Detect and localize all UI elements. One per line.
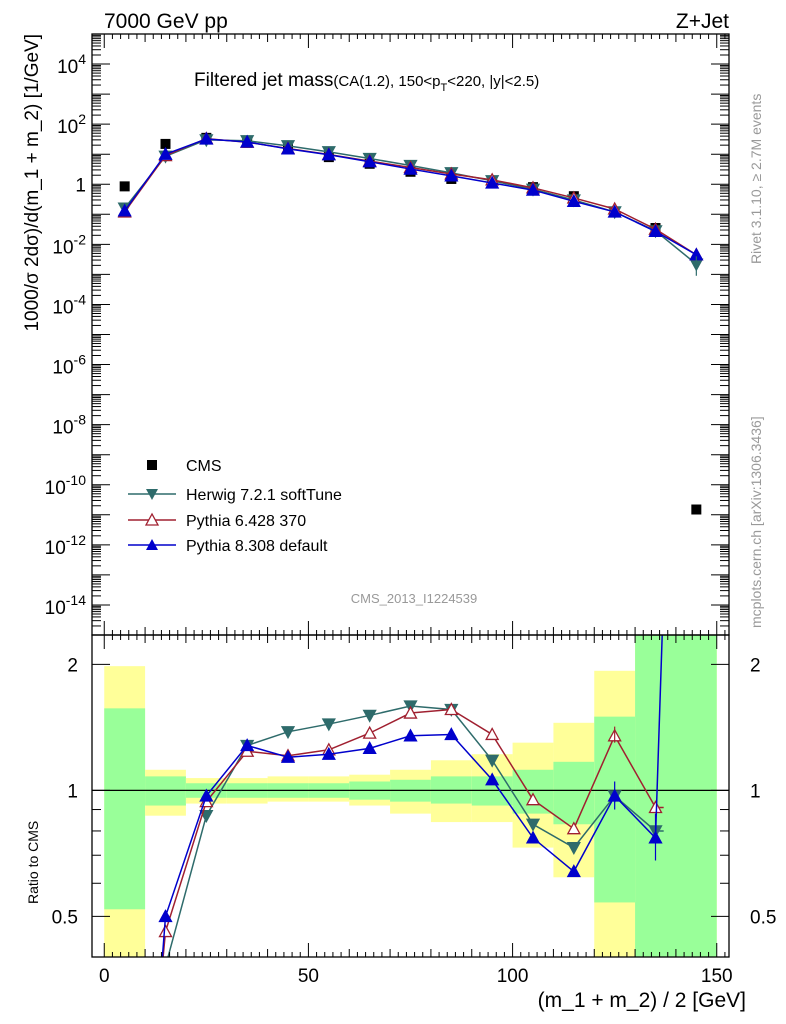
y-tick-label: 1 xyxy=(75,175,86,196)
series-marker-pythia8 xyxy=(648,224,663,238)
ratio-marker-pythia8 xyxy=(199,788,214,802)
ratio-marker-pythia6 xyxy=(444,702,459,716)
ratio-marker-pythia8 xyxy=(566,864,581,878)
uncertainty-band-inner xyxy=(635,635,717,957)
series-marker-pythia8 xyxy=(566,193,581,207)
ratio-marker-pythia8 xyxy=(158,909,173,923)
ratio-y-tick-label: 0.5 xyxy=(52,907,78,928)
y-axis-label: 1000/σ 2dσ)/d(m_1 + m_2) [1/GeV] xyxy=(22,34,43,332)
y-tick-label: 102 xyxy=(57,111,86,138)
y-tick-label: 104 xyxy=(57,51,86,78)
ratio-marker-pythia8 xyxy=(403,728,418,742)
series-marker-pythia8 xyxy=(525,182,541,196)
ratio-marker-herwig xyxy=(566,841,581,855)
rivet-version-text: Rivet 3.1.10, ≥ 2.7M events xyxy=(748,94,764,264)
series-marker-pythia8 xyxy=(403,161,418,175)
mcplots-source-text: mcplots.cern.ch [arXiv:1306.3436] xyxy=(748,416,764,628)
ratio-marker-pythia6 xyxy=(403,705,418,719)
series-marker-pythia8 xyxy=(158,146,173,160)
ratio-bands xyxy=(92,635,729,957)
header-left: 7000 GeV pp xyxy=(104,10,228,33)
y-tick-label: 10-2 xyxy=(52,231,86,258)
ratio-marker-pythia6 xyxy=(648,800,663,814)
series-marker-pythia8 xyxy=(199,131,214,145)
legend: CMS Herwig 7.2.1 softTune Pythia 6.428 3… xyxy=(128,458,342,555)
legend-marker-herwig xyxy=(146,489,158,500)
ratio-marker-pythia8 xyxy=(362,740,377,754)
ratio-marker-pythia8 xyxy=(321,746,336,760)
ratio-marker-herwig xyxy=(160,961,172,972)
y-tick-label: 10-8 xyxy=(52,412,86,439)
ratio-y-tick-label: 2 xyxy=(67,655,78,676)
cms-data-point xyxy=(160,138,171,149)
y-tick-label: 10-6 xyxy=(52,352,86,379)
plot-title-detail: (CA(1.2), 150<p xyxy=(333,73,440,90)
ratio-marker-pythia8 xyxy=(280,749,296,763)
ratio-marker-pythia8 xyxy=(444,727,459,741)
uncertainty-band-inner xyxy=(104,708,146,910)
series-marker-pythia8 xyxy=(485,175,500,189)
ratio-marker-herwig xyxy=(485,754,500,768)
y-tick-label: 10-10 xyxy=(45,472,87,499)
ratio-marker-herwig xyxy=(362,709,377,723)
ratio-marker-herwig xyxy=(525,818,541,832)
ratio-marker-pythia6 xyxy=(158,924,173,938)
series-marker-pythia8 xyxy=(444,168,459,182)
x-axis-label: (m_1 + m_2) / 2 [GeV] xyxy=(538,989,746,1012)
ratio-y-tick-label-right: 1 xyxy=(750,781,761,802)
ratio-marker-herwig xyxy=(280,726,296,740)
ratio-y-tick-label-right: 2 xyxy=(750,655,761,676)
plot-title-main: Filtered jet mass xyxy=(194,70,333,91)
legend-marker-cms xyxy=(147,460,157,470)
ratio-marker-pythia6 xyxy=(566,821,581,835)
series-marker-pythia8 xyxy=(240,134,255,148)
x-tick-label: 150 xyxy=(701,966,733,987)
analysis-id: CMS_2013_I1224539 xyxy=(351,591,478,606)
series-line-pythia8 xyxy=(124,138,697,256)
ratio-marker-herwig xyxy=(321,718,336,732)
top-panel-series xyxy=(117,131,704,515)
series-marker-pythia8 xyxy=(362,154,377,168)
cms-data-point xyxy=(691,504,702,515)
legend-marker-pythia6 xyxy=(144,512,160,526)
y-tick-label: 10-14 xyxy=(45,592,87,619)
series-marker-pythia8 xyxy=(607,204,622,218)
series-line-herwig xyxy=(124,139,697,265)
ratio-marker-pythia8 xyxy=(240,738,255,752)
legend-label-cms: CMS xyxy=(186,458,222,475)
x-tick-label: 100 xyxy=(497,966,529,987)
legend-label-pythia6: Pythia 6.428 370 xyxy=(186,513,306,530)
ratio-marker-pythia6 xyxy=(362,725,377,739)
series-marker-pythia8 xyxy=(321,147,336,161)
ratio-panel-series xyxy=(158,635,664,972)
plot-title-detail-end: <220, |y|<2.5) xyxy=(447,73,539,90)
x-tick-label: 50 xyxy=(298,966,319,987)
legend-label-herwig: Herwig 7.2.1 softTune xyxy=(186,487,342,504)
header-right: Z+Jet xyxy=(676,10,729,33)
legend-label-pythia8: Pythia 8.308 default xyxy=(186,538,328,555)
ratio-y-tick-label: 1 xyxy=(67,781,78,802)
ratio-marker-pythia8 xyxy=(485,772,500,786)
ratio-marker-pythia6 xyxy=(525,792,541,806)
cms-data-point xyxy=(119,181,130,192)
plot-title: Filtered jet mass(CA(1.2), 150<pT<220, |… xyxy=(194,70,539,94)
uncertainty-band-inner xyxy=(553,761,595,825)
ratio-marker-pythia6 xyxy=(485,727,500,741)
ratio-panel-frame xyxy=(91,634,730,958)
ratio-y-tick-label-right: 0.5 xyxy=(750,907,776,928)
y-tick-label: 10-4 xyxy=(52,291,86,318)
axis-ticks xyxy=(92,34,729,957)
axis-tick-labels: 104102110-210-410-610-810-1010-1210-140.… xyxy=(45,51,777,987)
ratio-marker-pythia8 xyxy=(525,830,541,844)
x-tick-label: 0 xyxy=(99,966,110,987)
series-marker-pythia8 xyxy=(117,203,132,217)
legend-marker-pythia8 xyxy=(146,539,158,550)
y-tick-label: 10-12 xyxy=(45,532,87,559)
ratio-y-axis-label: Ratio to CMS xyxy=(25,821,41,904)
plot-title-subscript: T xyxy=(441,82,448,94)
series-marker-pythia8 xyxy=(280,141,296,155)
series-line-pythia6 xyxy=(124,137,697,256)
